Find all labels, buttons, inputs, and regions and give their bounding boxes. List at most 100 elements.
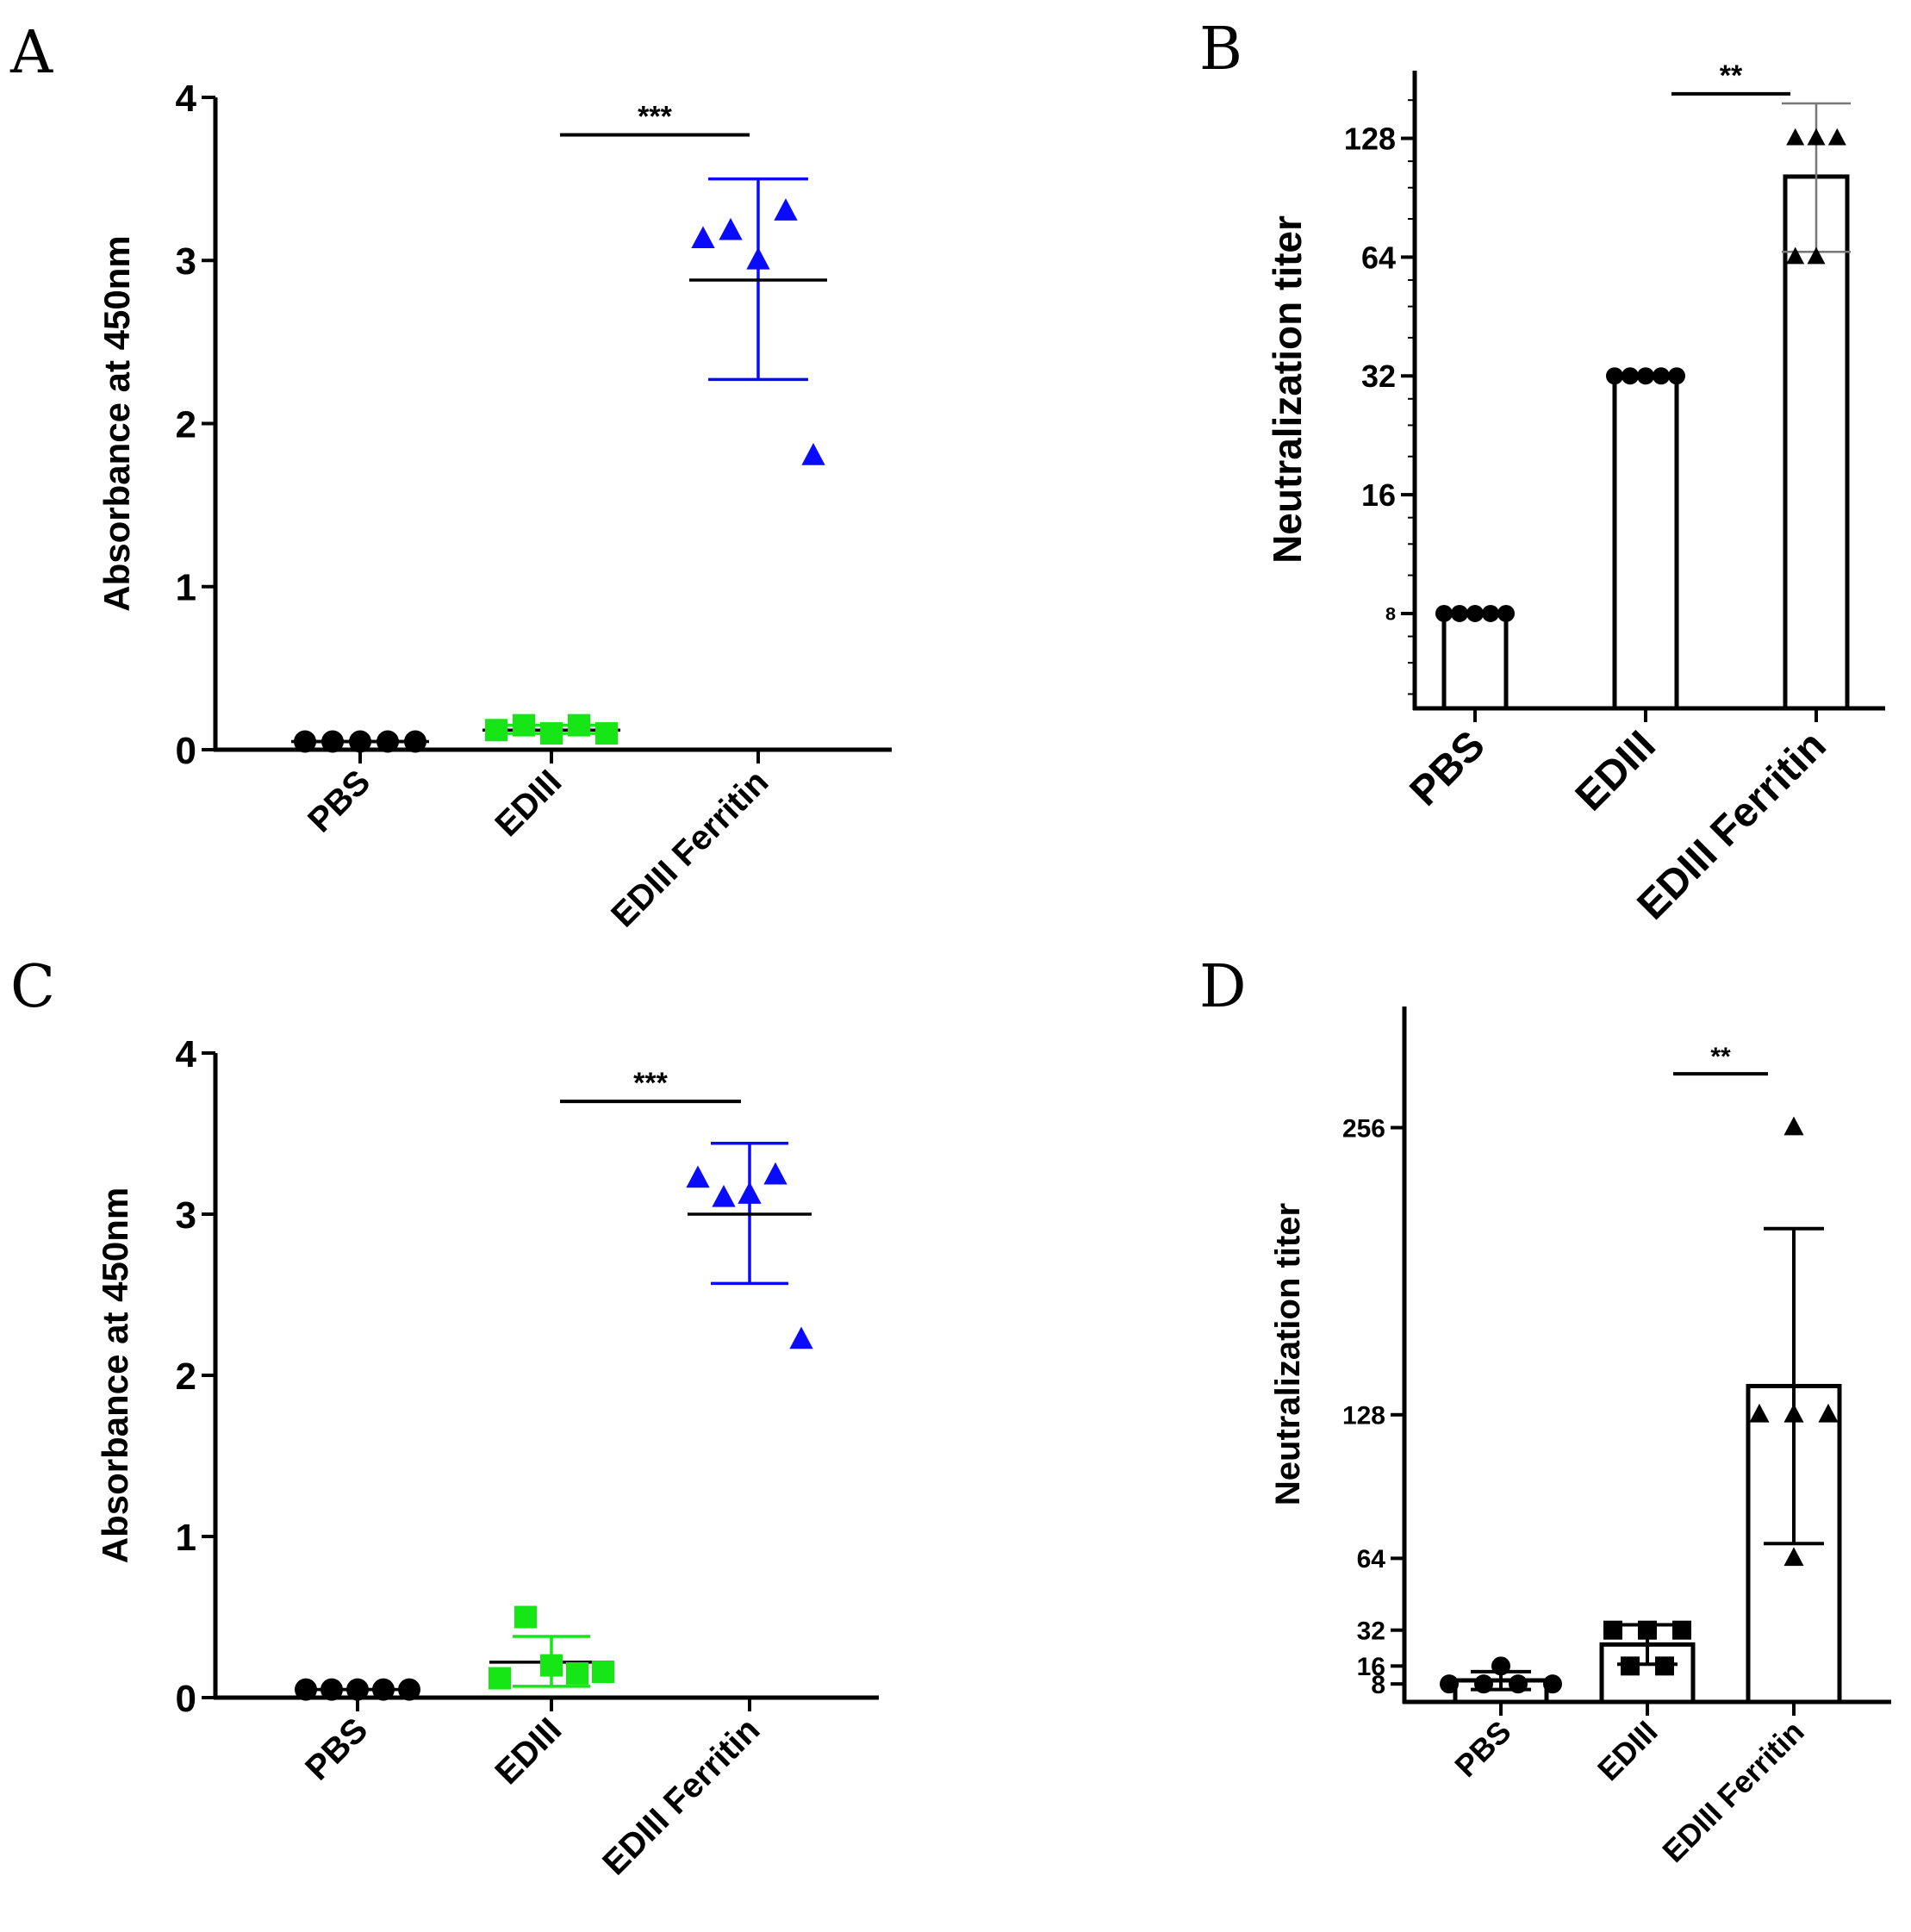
panel-a-significance-label: *** xyxy=(638,101,672,134)
panel-b-category-label-ediii: EDIII xyxy=(1567,722,1665,820)
panel-b-bar-ediii xyxy=(1612,373,1679,711)
panel-b-data-point-ediii xyxy=(1637,367,1654,385)
panel-c-category-label-ediii: EDIII xyxy=(488,1711,569,1792)
panel-c-y-tick-label: 1 xyxy=(176,1517,196,1559)
panel-a-data-point-pbs xyxy=(349,730,371,753)
panel-d-y-tick-label: 16 xyxy=(1357,1653,1385,1681)
panel-c-significance-label: *** xyxy=(633,1067,668,1100)
panel-b-category-label-pbs: PBS xyxy=(1402,722,1494,814)
panel-d-y-tick-label: 256 xyxy=(1342,1114,1385,1143)
panel-b-data-point-pbs xyxy=(1435,604,1453,622)
panel-b-data-point-ediii-ferritin xyxy=(1827,128,1846,146)
panel-b-bar-ediii-ferritin xyxy=(1783,174,1850,711)
panel-c-data-point-pbs xyxy=(398,1678,420,1701)
panel-c-data-point-ediii-ferritin xyxy=(763,1162,787,1185)
panel-d-category-label-pbs: PBS xyxy=(1447,1714,1517,1784)
panel-b-data-point-ediii xyxy=(1668,367,1685,385)
panel-a-category-label-ediii-ferritin: EDIII Ferritin xyxy=(604,763,775,934)
panel-c-data-point-ediii xyxy=(514,1605,537,1629)
panel-a-category-label-pbs: PBS xyxy=(301,763,377,839)
panel-d-data-point-ediii xyxy=(1655,1656,1674,1676)
panel-d-significance-label: ** xyxy=(1710,1043,1731,1071)
panel-letter-c: C xyxy=(10,953,55,1021)
panel-letter-d: D xyxy=(1199,953,1247,1021)
panel-d-category-label-ediii-ferritin: EDIII Ferritin xyxy=(1655,1714,1810,1869)
panel-d-y-axis-title: Neutralization titer xyxy=(1269,1203,1307,1505)
panel-a-y-tick-label: 0 xyxy=(176,730,196,772)
panel-a-data-point-ediii xyxy=(513,714,535,737)
panel-b-data-point-ediii-ferritin xyxy=(1807,246,1826,265)
panel-b-data-point-pbs xyxy=(1497,604,1515,622)
panel-b-y-tick-label: 64 xyxy=(1361,240,1396,275)
panel-c-y-tick-label: 0 xyxy=(176,1678,196,1720)
panel-b-bar-pbs xyxy=(1441,611,1509,711)
panel-d-data-point-ediii-ferritin xyxy=(1783,1547,1804,1567)
panel-c-data-point-ediii-ferritin xyxy=(686,1165,710,1188)
panel-b-y-tick-label: 128 xyxy=(1344,122,1396,157)
panel-b-y-tick-label: 8 xyxy=(1385,603,1396,625)
panel-a-data-point-ediii xyxy=(540,722,563,745)
panel-c-data-point-pbs xyxy=(346,1678,369,1701)
panel-a-category-label-ediii: EDIII xyxy=(488,763,569,844)
panel-c-data-point-ediii xyxy=(592,1661,614,1684)
panel-c-y-tick-label: 2 xyxy=(176,1356,196,1398)
panel-a-data-point-ediii xyxy=(485,719,507,742)
panel-letter-b: B xyxy=(1199,16,1242,84)
panel-c-y-axis-title: Absorbance at 450nm xyxy=(95,1187,135,1564)
panel-letter-a: A xyxy=(9,19,53,87)
panel-b-data-point-pbs xyxy=(1466,604,1484,622)
panel-d-neutralization-chart: 816 32 64 128 256 Neutralization titer PBS EDII… xyxy=(1269,1007,1891,1869)
panel-d-data-point-pbs xyxy=(1440,1674,1459,1694)
panel-b-y-tick-label: 16 xyxy=(1361,477,1396,513)
panel-d-data-point-ediii-ferritin xyxy=(1783,1403,1804,1423)
panel-d-data-point-ediii-ferritin xyxy=(1818,1403,1839,1423)
panel-c-data-point-pbs xyxy=(372,1678,395,1701)
panel-c-y-tick-label: 4 xyxy=(176,1033,197,1075)
panel-c-data-point-ediii-ferritin xyxy=(712,1184,736,1207)
panel-b-data-point-ediii xyxy=(1622,367,1639,385)
panel-a-data-point-ediii xyxy=(595,722,618,745)
panel-a-y-tick-label: 4 xyxy=(176,78,197,120)
panel-d-data-point-pbs xyxy=(1491,1656,1510,1676)
panel-c-data-point-ediii xyxy=(540,1654,563,1677)
panel-a-data-point-pbs xyxy=(321,730,344,753)
panel-d-data-point-ediii-ferritin xyxy=(1783,1116,1804,1136)
panel-b-data-point-ediii-ferritin xyxy=(1786,128,1805,146)
panel-c-data-point-ediii xyxy=(489,1667,511,1690)
panel-b-data-point-pbs xyxy=(1451,604,1468,622)
panel-a-data-point-pbs xyxy=(404,730,426,753)
panel-a-y-tick-label: 3 xyxy=(176,240,196,283)
panel-c-data-point-ediii xyxy=(566,1661,588,1685)
panel-a-data-point-ediii-ferritin xyxy=(774,198,798,221)
panel-d-y-tick-label: 8 xyxy=(1371,1671,1385,1699)
panel-c-absorbance-chart: 0 1 2 3 4 Absorbance at 450nm PBS EDIII EDIII Fe… xyxy=(95,1033,879,1883)
panel-b-data-point-ediii-ferritin xyxy=(1807,128,1826,146)
panel-c-category-label-ediii-ferritin: EDIII Ferritin xyxy=(595,1711,767,1882)
panel-b-data-point-ediii xyxy=(1653,367,1670,385)
panel-d-data-point-pbs xyxy=(1509,1674,1528,1694)
panel-a-y-tick-label: 2 xyxy=(176,403,196,446)
panel-d-data-point-pbs xyxy=(1474,1674,1493,1694)
panel-d-data-point-ediii-ferritin xyxy=(1749,1403,1770,1423)
panel-c-data-point-ediii-ferritin xyxy=(789,1326,813,1349)
panel-c-data-point-pbs xyxy=(321,1678,343,1701)
panel-a-data-point-ediii xyxy=(568,714,590,737)
panel-a-data-point-pbs xyxy=(294,730,316,753)
panel-c-y-tick-label: 3 xyxy=(176,1194,196,1237)
panel-c-data-point-pbs xyxy=(295,1678,317,1701)
panel-b-significance-label: ** xyxy=(1720,59,1743,92)
panel-b-data-point-pbs xyxy=(1482,604,1499,622)
panel-c-data-point-ediii-ferritin xyxy=(738,1181,762,1204)
panel-d-data-point-ediii xyxy=(1621,1656,1640,1676)
panel-d-y-tick-label: 32 xyxy=(1357,1617,1385,1645)
panel-d-data-point-ediii xyxy=(1672,1620,1691,1640)
panel-a-absorbance-chart: 0 1 2 3 4 Absorbance at 450nm PBS EDIII EDIII Fe… xyxy=(96,78,892,935)
panel-b-y-axis-title: Neutralization titer xyxy=(1265,215,1310,564)
panel-d-data-point-ediii xyxy=(1638,1620,1657,1640)
panel-b-y-tick-label: 32 xyxy=(1361,358,1396,394)
panel-a-data-point-ediii-ferritin xyxy=(801,443,825,465)
panel-b-data-point-ediii-ferritin xyxy=(1786,246,1805,265)
panel-a-y-tick-label: 1 xyxy=(176,567,196,609)
